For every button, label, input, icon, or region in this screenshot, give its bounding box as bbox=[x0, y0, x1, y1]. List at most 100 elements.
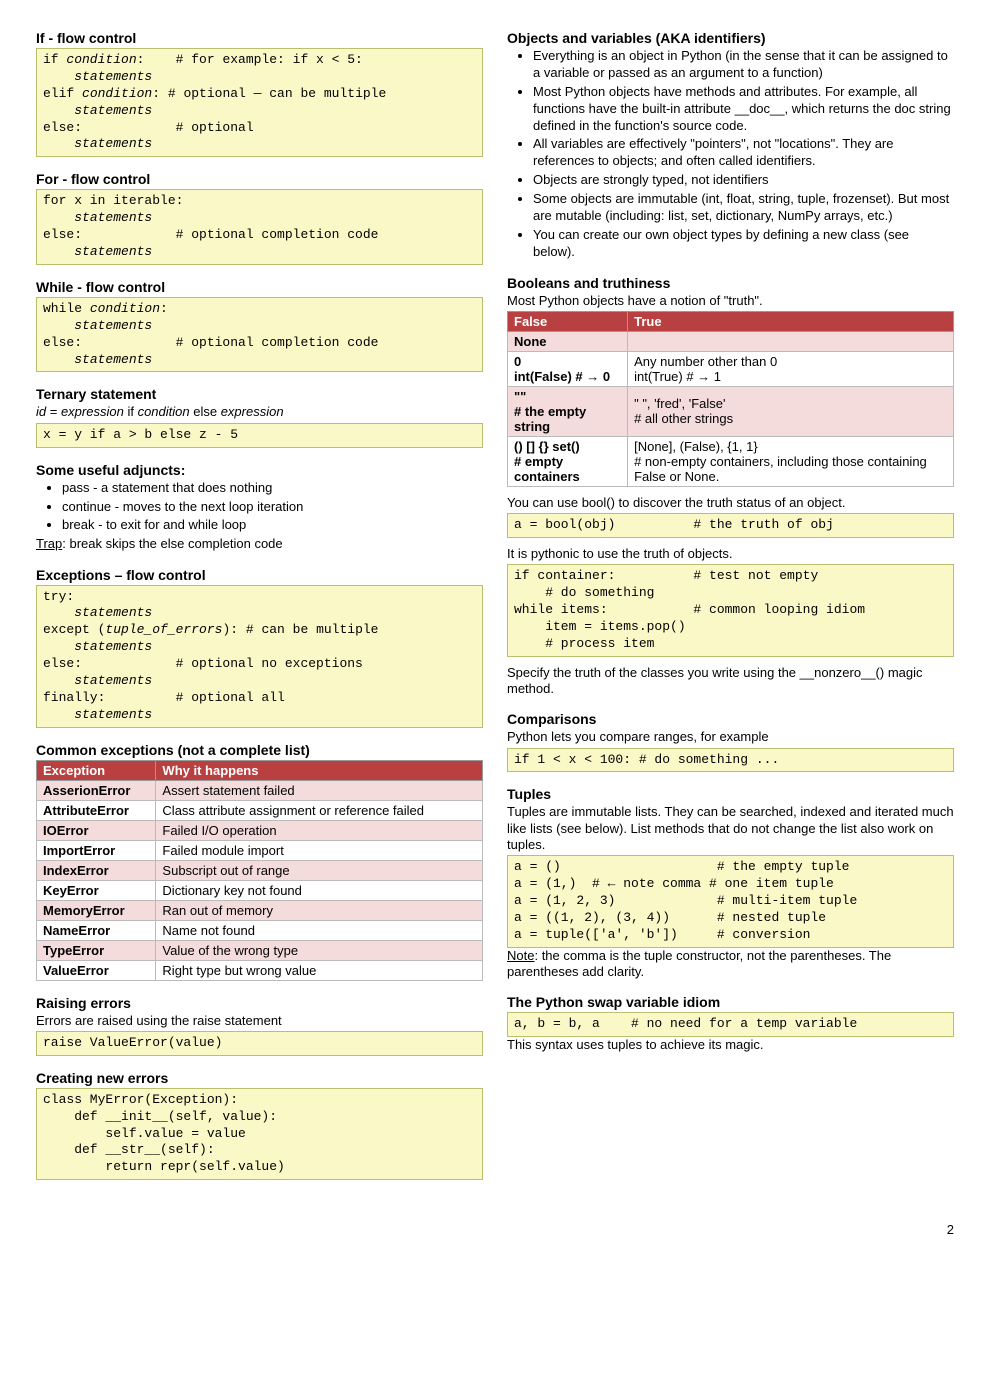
creating-new-errors: Creating new errors class MyError(Except… bbox=[36, 1070, 483, 1180]
heading: Raising errors bbox=[36, 995, 483, 1011]
swap-idiom: The Python swap variable idiom a, b = b,… bbox=[507, 994, 954, 1053]
heading: While - flow control bbox=[36, 279, 483, 295]
truth-table: FalseTrue None0int(False) # → 0Any numbe… bbox=[507, 311, 954, 487]
exceptions-tbody: AsserionErrorAssert statement failedAttr… bbox=[37, 780, 483, 980]
for-flow-control: For - flow control for x in iterable: st… bbox=[36, 171, 483, 265]
after: This syntax uses tuples to achieve its m… bbox=[507, 1037, 954, 1053]
tuples: Tuples Tuples are immutable lists. They … bbox=[507, 786, 954, 980]
cell: " ", 'fred', 'False'# all other strings bbox=[628, 386, 954, 436]
cell: [None], (False), {1, 1}# non-empty conta… bbox=[628, 436, 954, 486]
comparisons: Comparisons Python lets you compare rang… bbox=[507, 711, 954, 772]
subtext: Tuples are immutable lists. They can be … bbox=[507, 804, 954, 853]
heading: If - flow control bbox=[36, 30, 483, 46]
cell: IndexError bbox=[37, 860, 156, 880]
cell: Dictionary key not found bbox=[156, 880, 483, 900]
heading: Exceptions – flow control bbox=[36, 567, 483, 583]
cell: NameError bbox=[37, 920, 156, 940]
code: if 1 < x < 100: # do something ... bbox=[507, 748, 954, 773]
cell: ""# the empty string bbox=[508, 386, 628, 436]
heading: Objects and variables (AKA identifiers) bbox=[507, 30, 954, 46]
right-column: Objects and variables (AKA identifiers) … bbox=[507, 30, 954, 1194]
cell: Subscript out of range bbox=[156, 860, 483, 880]
cell: () [] {} set()# empty containers bbox=[508, 436, 628, 486]
list-item: continue - moves to the next loop iterat… bbox=[62, 499, 483, 516]
th-why: Why it happens bbox=[156, 760, 483, 780]
cell: Failed module import bbox=[156, 840, 483, 860]
subtext: Python lets you compare ranges, for exam… bbox=[507, 729, 954, 745]
heading: Booleans and truthiness bbox=[507, 275, 954, 291]
code2: if container: # test not empty # do some… bbox=[507, 564, 954, 656]
code: if condition: # for example: if x < 5: s… bbox=[36, 48, 483, 157]
table-row: IOErrorFailed I/O operation bbox=[37, 820, 483, 840]
cell: Any number other than 0int(True) # → 1 bbox=[628, 351, 954, 386]
th-false: False bbox=[508, 311, 628, 331]
code: while condition: statements else: # opti… bbox=[36, 297, 483, 373]
table-row: AttributeErrorClass attribute assignment… bbox=[37, 800, 483, 820]
while-flow-control: While - flow control while condition: st… bbox=[36, 279, 483, 373]
cell: TypeError bbox=[37, 940, 156, 960]
cell: Assert statement failed bbox=[156, 780, 483, 800]
cell: KeyError bbox=[37, 880, 156, 900]
table-row: NameErrorName not found bbox=[37, 920, 483, 940]
th-exception: Exception bbox=[37, 760, 156, 780]
exceptions-flow-control: Exceptions – flow control try: statement… bbox=[36, 567, 483, 728]
raising-errors: Raising errors Errors are raised using t… bbox=[36, 995, 483, 1056]
code: try: statements except (tuple_of_errors)… bbox=[36, 585, 483, 728]
list-item: All variables are effectively "pointers"… bbox=[533, 136, 954, 170]
common-exceptions: Common exceptions (not a complete list) … bbox=[36, 742, 483, 981]
table-row: ""# the empty string" ", 'fred', 'False'… bbox=[508, 386, 954, 436]
cell: IOError bbox=[37, 820, 156, 840]
cell: Failed I/O operation bbox=[156, 820, 483, 840]
code: a, b = b, a # no need for a temp variabl… bbox=[507, 1012, 954, 1037]
table-row: AsserionErrorAssert statement failed bbox=[37, 780, 483, 800]
table-row: TypeErrorValue of the wrong type bbox=[37, 940, 483, 960]
after1: You can use bool() to discover the truth… bbox=[507, 495, 954, 511]
objects-and-variables: Objects and variables (AKA identifiers) … bbox=[507, 30, 954, 261]
heading: Some useful adjuncts: bbox=[36, 462, 483, 478]
ternary-statement: Ternary statement id = expression if con… bbox=[36, 386, 483, 447]
table-row: ImportErrorFailed module import bbox=[37, 840, 483, 860]
code: a = () # the empty tuple a = (1,) # ← no… bbox=[507, 855, 954, 947]
list-item: break - to exit for and while loop bbox=[62, 517, 483, 534]
if-flow-control: If - flow control if condition: # for ex… bbox=[36, 30, 483, 157]
code: for x in iterable: statements else: # op… bbox=[36, 189, 483, 265]
note: Note: the comma is the tuple constructor… bbox=[507, 948, 954, 981]
left-column: If - flow control if condition: # for ex… bbox=[36, 30, 483, 1194]
code1: a = bool(obj) # the truth of obj bbox=[507, 513, 954, 538]
cell: Value of the wrong type bbox=[156, 940, 483, 960]
table-row: MemoryErrorRan out of memory bbox=[37, 900, 483, 920]
code: raise ValueError(value) bbox=[36, 1031, 483, 1056]
cell: AttributeError bbox=[37, 800, 156, 820]
code: x = y if a > b else z - 5 bbox=[36, 423, 483, 448]
table-row: KeyErrorDictionary key not found bbox=[37, 880, 483, 900]
objects-list: Everything is an object in Python (in th… bbox=[507, 48, 954, 261]
th-true: True bbox=[628, 311, 954, 331]
heading: For - flow control bbox=[36, 171, 483, 187]
cell: Ran out of memory bbox=[156, 900, 483, 920]
heading: The Python swap variable idiom bbox=[507, 994, 954, 1010]
adjuncts-list: pass - a statement that does nothing cont… bbox=[36, 480, 483, 535]
cell: ImportError bbox=[37, 840, 156, 860]
after2: It is pythonic to use the truth of objec… bbox=[507, 546, 954, 562]
list-item: Objects are strongly typed, not identifi… bbox=[533, 172, 954, 189]
exceptions-table: ExceptionWhy it happens AsserionErrorAss… bbox=[36, 760, 483, 981]
cell: Class attribute assignment or reference … bbox=[156, 800, 483, 820]
page-number: 2 bbox=[36, 1222, 954, 1237]
heading: Tuples bbox=[507, 786, 954, 802]
list-item: Some objects are immutable (int, float, … bbox=[533, 191, 954, 225]
table-row: IndexErrorSubscript out of range bbox=[37, 860, 483, 880]
list-item: pass - a statement that does nothing bbox=[62, 480, 483, 497]
subtext: Errors are raised using the raise statem… bbox=[36, 1013, 483, 1029]
cell: MemoryError bbox=[37, 900, 156, 920]
list-item: Most Python objects have methods and att… bbox=[533, 84, 954, 135]
truth-tbody: None0int(False) # → 0Any number other th… bbox=[508, 331, 954, 486]
table-row: () [] {} set()# empty containers[None], … bbox=[508, 436, 954, 486]
trap-note: Trap: break skips the else completion co… bbox=[36, 536, 483, 552]
heading: Common exceptions (not a complete list) bbox=[36, 742, 483, 758]
cell: ValueError bbox=[37, 960, 156, 980]
synopsis: id = expression if condition else expres… bbox=[36, 404, 483, 420]
code: class MyError(Exception): def __init__(s… bbox=[36, 1088, 483, 1180]
list-item: Everything is an object in Python (in th… bbox=[533, 48, 954, 82]
table-row: None bbox=[508, 331, 954, 351]
cell: None bbox=[508, 331, 628, 351]
